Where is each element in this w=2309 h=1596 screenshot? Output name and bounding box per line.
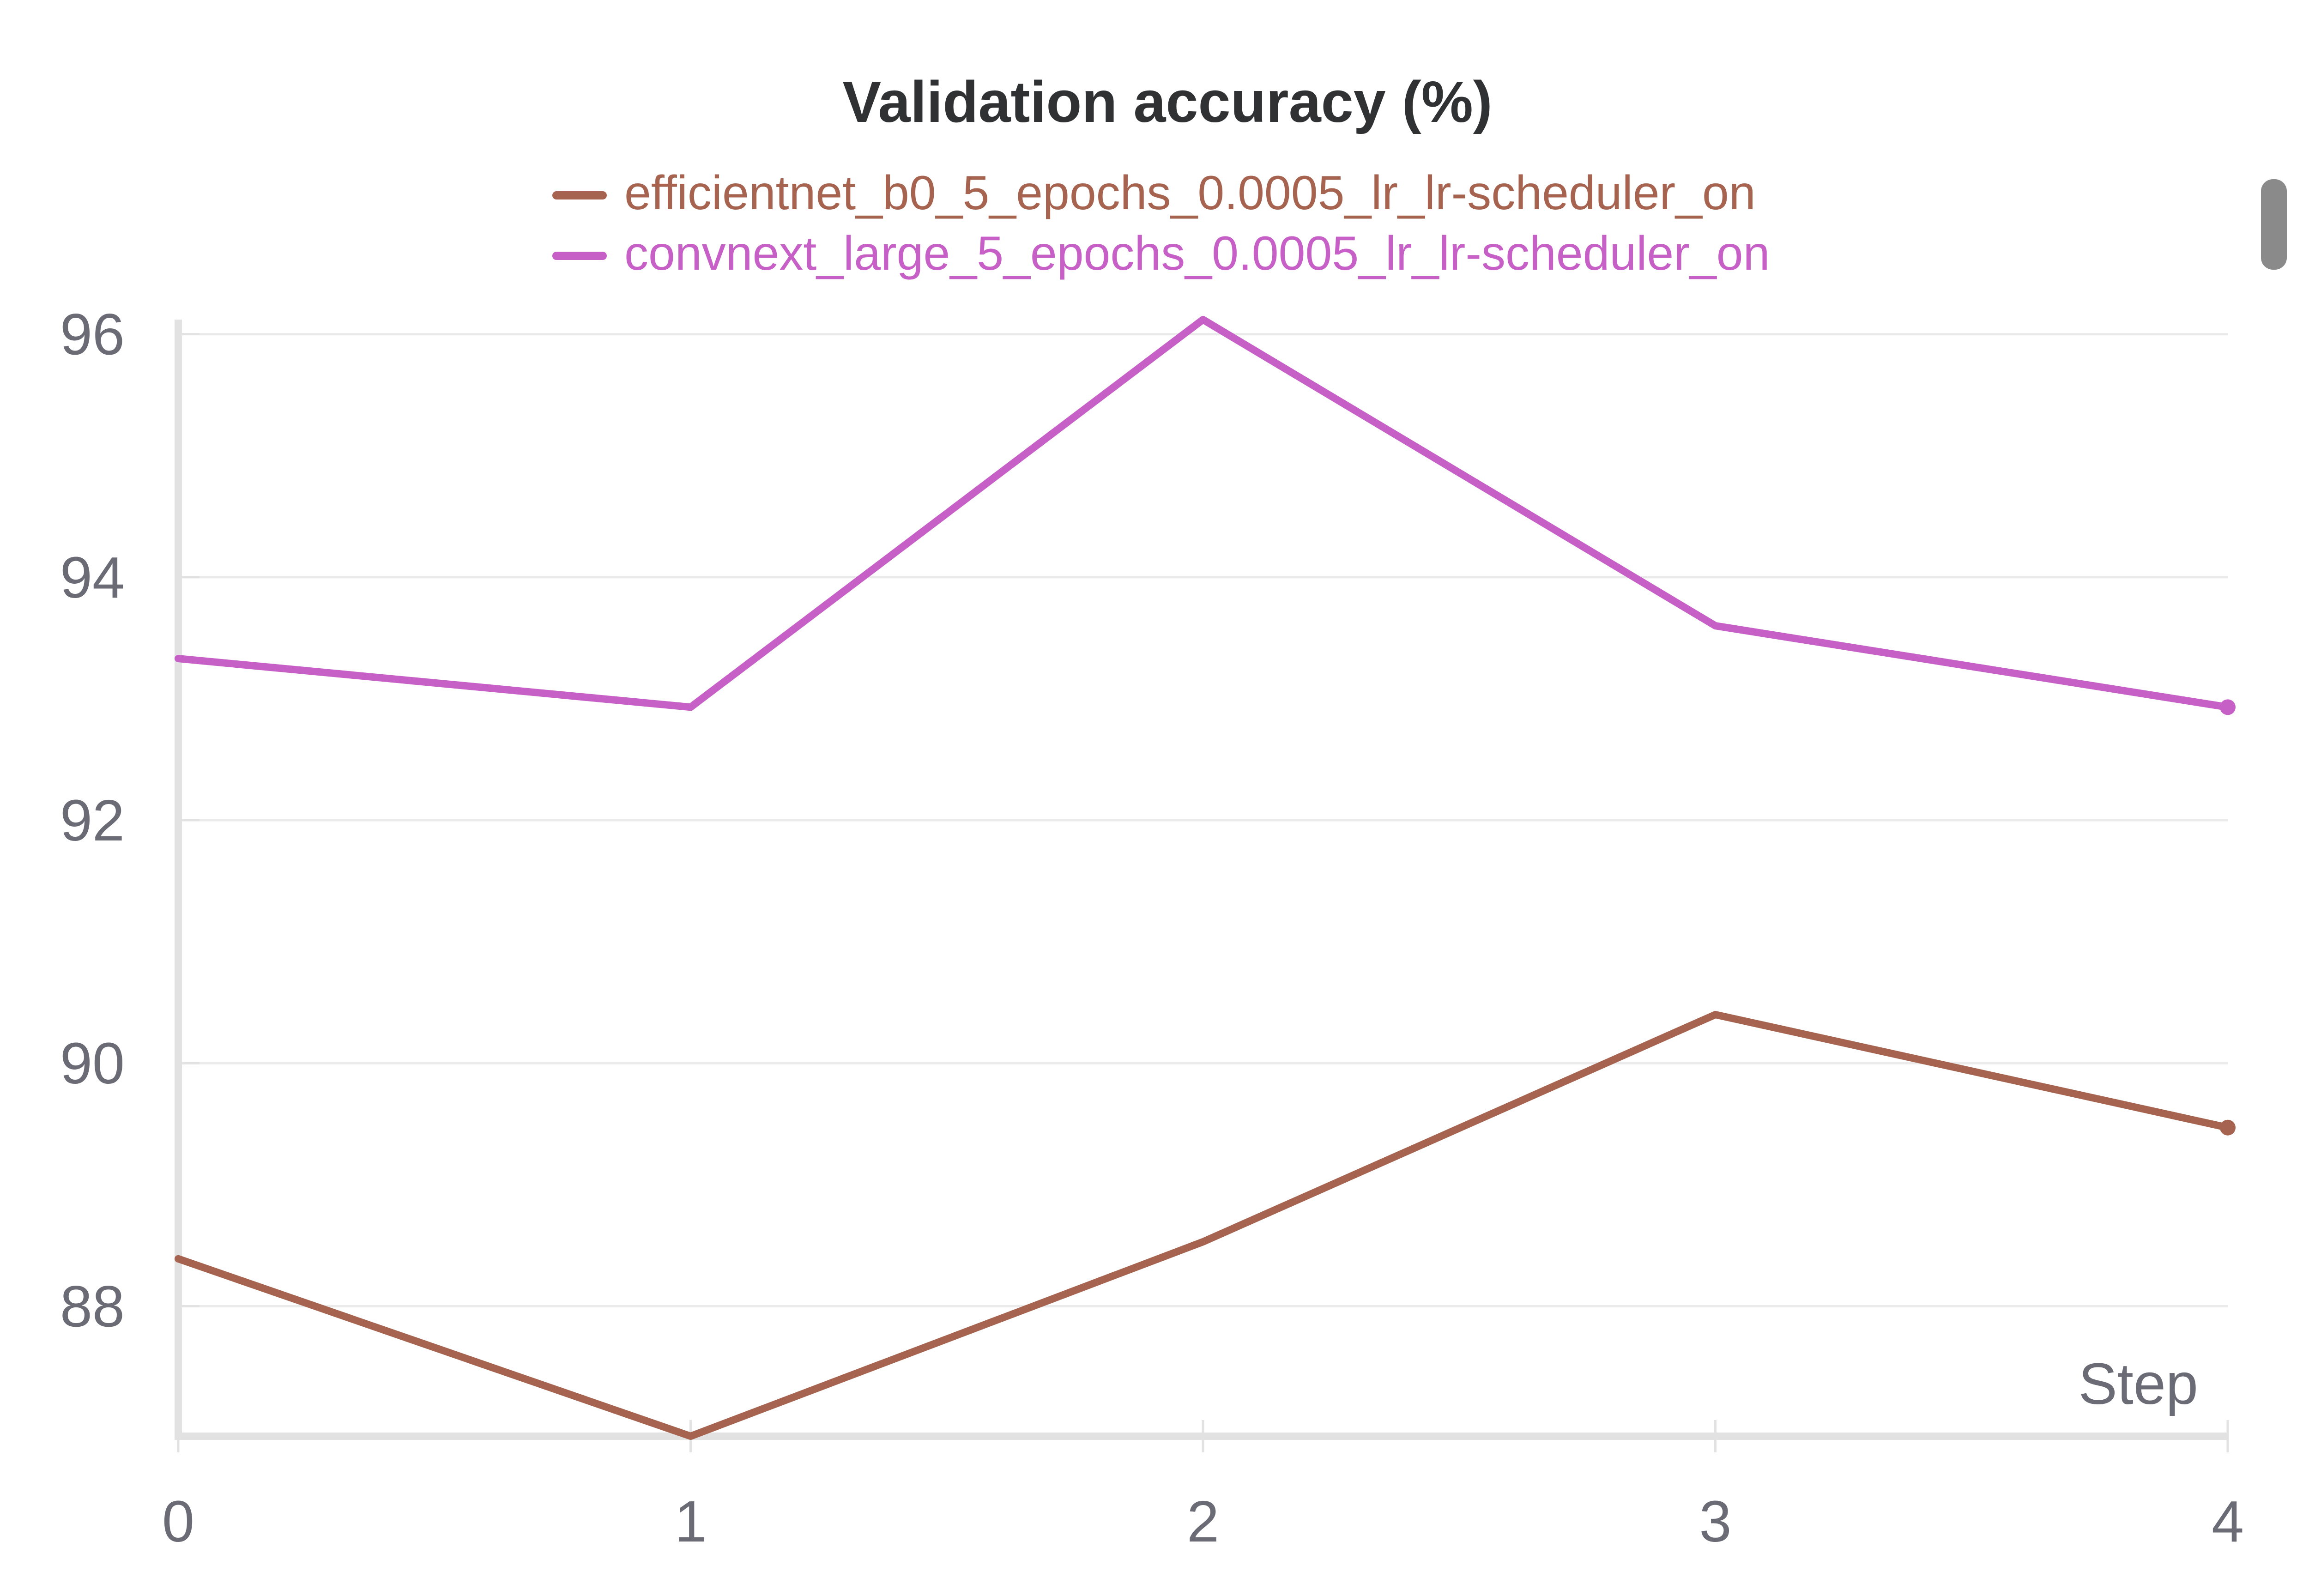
x-tick-label: 2 [1187,1489,1219,1554]
chart-title: Validation accuracy (%) [842,69,1493,134]
series-line-0 [175,1011,2231,1440]
y-tick-label: 92 [60,788,125,853]
legend-label-efficientnet: efficientnet_b0_5_epochs_0.0005_lr_lr-sc… [624,166,1756,220]
series-lines [175,316,2236,1440]
x-axis-title: Step [2079,1351,2198,1416]
x-axis-ticks: 0 1 2 3 4 [162,1420,2244,1554]
x-tick-label: 1 [674,1489,707,1554]
y-tick-label: 90 [60,1031,125,1096]
scrollbar-thumb[interactable] [2261,179,2287,270]
y-tick-label: 96 [60,302,125,367]
series-end-point-0 [2220,1119,2236,1136]
x-tick-label: 0 [162,1489,194,1554]
legend-label-convnext: convnext_large_5_epochs_0.0005_lr_lr-sch… [624,227,1770,280]
legend: efficientnet_b0_5_epochs_0.0005_lr_lr-sc… [552,166,1770,280]
series-end-point-1 [2220,699,2236,715]
legend-item-efficientnet[interactable]: efficientnet_b0_5_epochs_0.0005_lr_lr-sc… [552,166,1756,220]
y-tick-label: 88 [60,1274,125,1339]
series-line-1 [175,316,2231,711]
x-tick-label: 3 [1699,1489,1731,1554]
grid-lines [178,333,2228,1307]
x-tick-label: 4 [2212,1489,2244,1554]
y-axis-ticks: 88 90 92 94 96 [60,302,199,1339]
y-tick-label: 94 [60,545,125,610]
legend-item-convnext[interactable]: convnext_large_5_epochs_0.0005_lr_lr-sch… [552,227,1770,280]
